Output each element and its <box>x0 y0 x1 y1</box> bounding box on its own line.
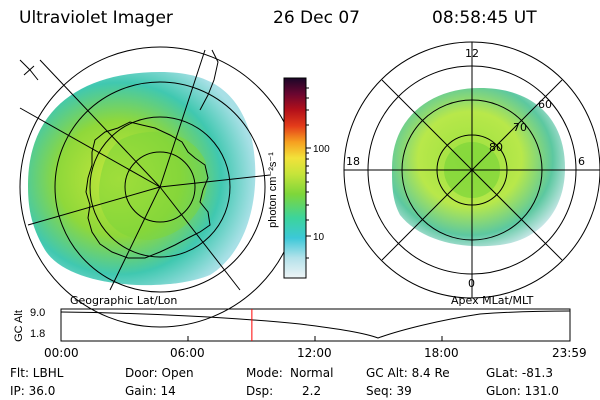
time-label: 08:58:45 UT <box>432 8 537 28</box>
ip-status: IP: 36.0 <box>10 384 56 398</box>
south-america-coastline <box>199 49 219 111</box>
mlt-label-6: 6 <box>578 155 585 168</box>
coastline-fragment <box>19 59 39 81</box>
door-status: Door: Open <box>125 366 194 380</box>
filter-status: Flt: LBHL <box>10 366 64 380</box>
antarctica-coastline <box>85 121 211 259</box>
time-tick-2359: 23:59 <box>552 346 587 360</box>
colorbar-gradient <box>283 77 307 279</box>
mlat-label-80: 80 <box>489 141 503 154</box>
mlt-label-12: 12 <box>465 47 479 60</box>
time-tick-1800: 18:00 <box>424 346 459 360</box>
timeline-ylabel: GC Alt <box>13 310 25 342</box>
geographic-caption: Geographic Lat/Lon <box>70 294 178 307</box>
magnetic-caption: Apex MLat/MLT <box>451 294 534 307</box>
mlat-label-70: 70 <box>513 121 527 134</box>
timeline-plot: GC Alt 9.0 1.8 <box>13 307 571 342</box>
altitude-curve <box>60 310 571 339</box>
colorbar: 100 10 photon cm⁻²s⁻¹ <box>267 77 330 279</box>
mlt-label-0: 0 <box>468 277 475 290</box>
date-label: 26 Dec 07 <box>273 8 360 28</box>
dsp-label: Dsp: <box>246 384 274 398</box>
sequence-status: Seq: 39 <box>366 384 412 398</box>
timeline-ytick-top: 9.0 <box>30 307 45 319</box>
mlat-label-60: 60 <box>538 98 552 111</box>
geographic-map <box>19 46 301 328</box>
gain-status: Gain: 14 <box>125 384 176 398</box>
colorbar-tick-100: 100 <box>313 144 330 155</box>
instrument-title: Ultraviolet Imager <box>19 8 173 28</box>
time-tick-0600: 06:00 <box>170 346 205 360</box>
mode-value: Normal <box>290 366 334 380</box>
dsp-value: 2.2 <box>302 384 322 398</box>
glon-status: GLon: 131.0 <box>486 384 559 398</box>
glat-status: GLat: -81.3 <box>486 366 553 380</box>
magnetic-polar-plot <box>343 41 600 299</box>
gc-alt-status: GC Alt: 8.4 Re <box>366 366 450 380</box>
mlt-label-18: 18 <box>346 155 360 168</box>
colorbar-tick-10: 10 <box>313 232 325 243</box>
mode-label: Mode: <box>246 366 283 380</box>
time-tick-1200: 12:00 <box>297 346 332 360</box>
timeline-ytick-bottom: 1.8 <box>30 328 45 340</box>
time-tick-0000: 00:00 <box>44 346 79 360</box>
colorbar-unit-label: photon cm⁻²s⁻¹ <box>267 152 279 228</box>
